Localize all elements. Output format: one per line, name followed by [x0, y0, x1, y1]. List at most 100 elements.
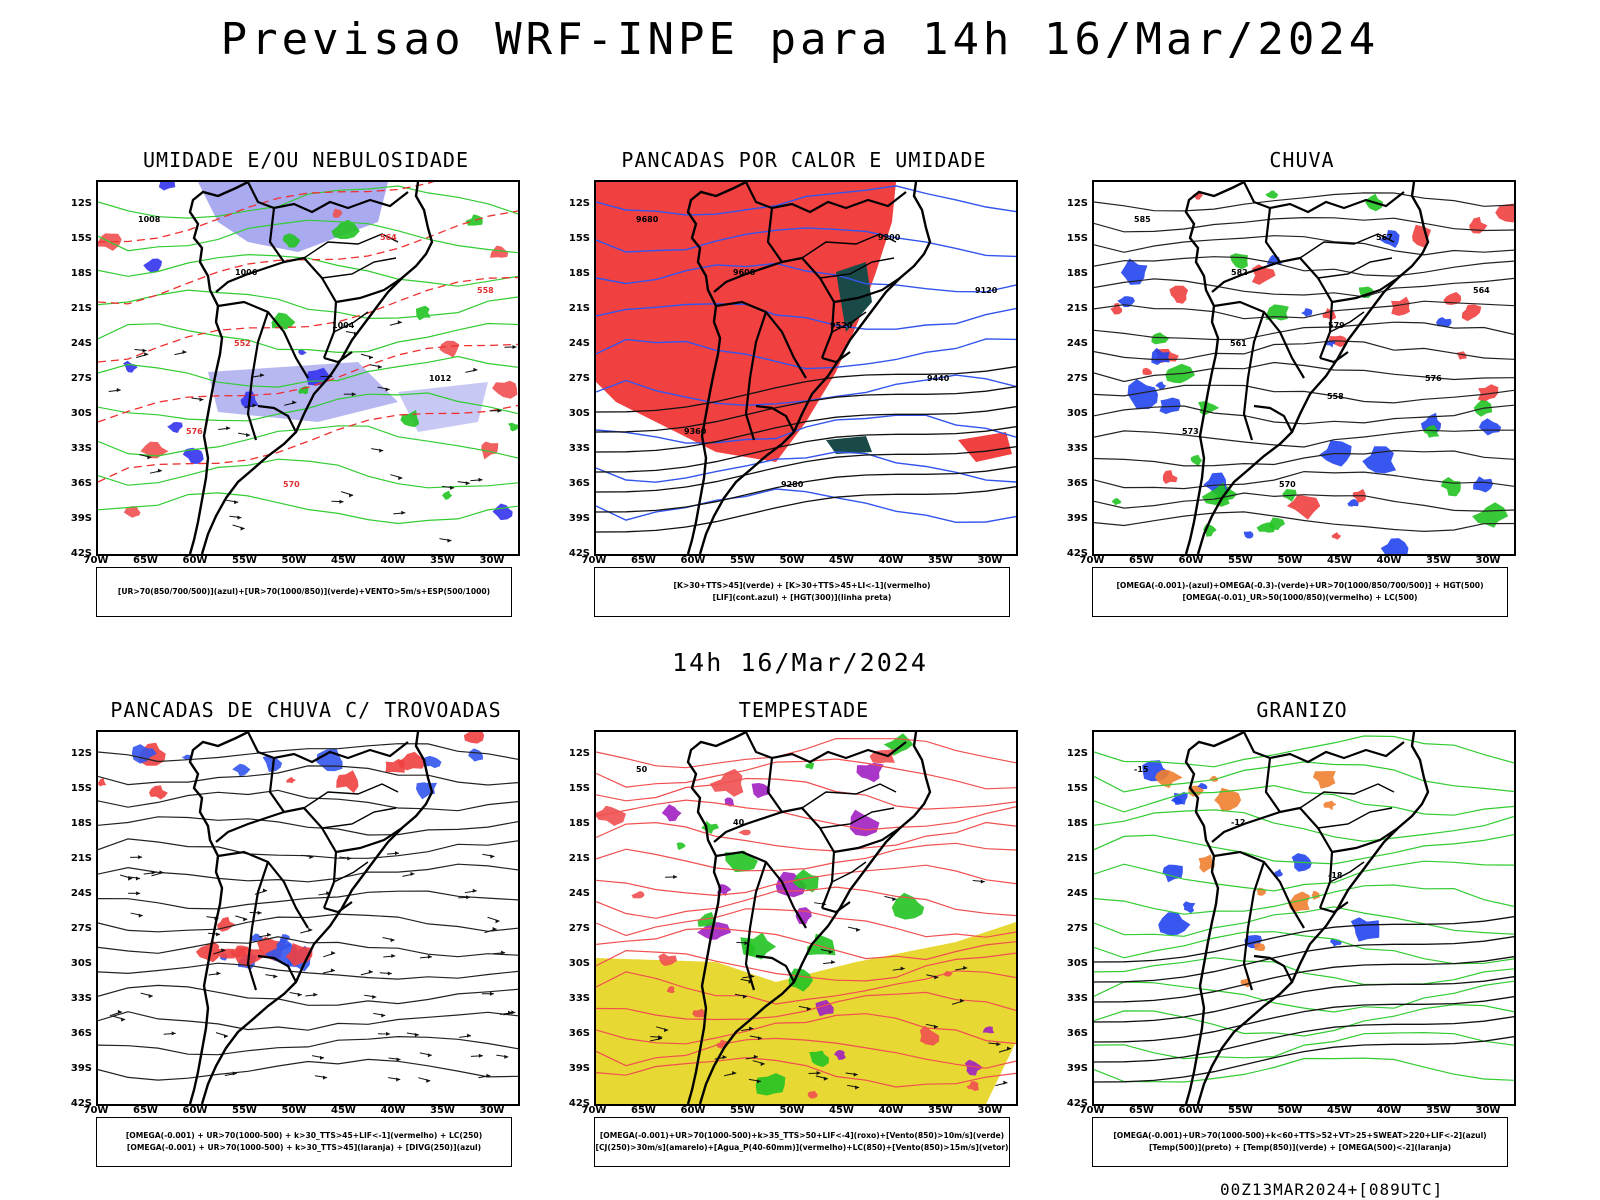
wind-vector-head — [427, 954, 432, 959]
contour-label: 579 — [1328, 321, 1345, 330]
data-patch — [1362, 446, 1397, 474]
data-patch — [1120, 258, 1148, 285]
wind-vector-head — [138, 855, 143, 860]
wind-vector-head — [260, 373, 265, 378]
legend-line: [CJ(250)>30m/s](amarelo)+[Agua_P(40-60mm… — [595, 1143, 1009, 1152]
wind-vector-head — [489, 991, 494, 996]
country-border — [1213, 850, 1305, 929]
contour-line — [1094, 931, 1514, 965]
forecast-time-label: 14h 16/Mar/2024 — [672, 648, 928, 677]
contour-line — [98, 863, 518, 883]
thickness-contour — [98, 343, 518, 423]
contour-line — [596, 758, 1016, 790]
instability-region — [596, 182, 896, 462]
contour-line — [596, 842, 1016, 872]
country-border — [268, 207, 338, 359]
contour-line — [1094, 735, 1514, 768]
data-patch — [385, 759, 405, 773]
wind-vector-head — [855, 1085, 860, 1090]
data-patch — [676, 842, 686, 850]
wind-vector-head — [963, 965, 968, 970]
map-panel: GRANIZO -15 -12 -18 12S 15S 18S 21S 24S 27S 30S 33S… — [1052, 698, 1552, 1170]
contour-line — [98, 289, 518, 320]
data-patch — [98, 778, 107, 787]
map-canvas: 9680 9600 9520 9440 9360 9280 9200 9120 — [596, 182, 1016, 554]
latitude-tick-label: 21S — [1066, 303, 1088, 314]
legend-line: [OMEGA(-0.001)+UR>70(1000-500)+k<60+TTS>… — [1113, 1131, 1487, 1140]
wind-vector-head — [450, 485, 455, 490]
data-patch — [1197, 782, 1208, 790]
map-panel: UMIDADE E/OU NEBULOSIDADE 1008 1006 1004 101… — [56, 148, 556, 620]
map-frame: -15 -12 -18 — [1092, 730, 1516, 1106]
country-border — [755, 404, 795, 433]
map-panel: TEMPESTADE 50 40 12S 15S 18S 21S 24S 27S 30S 33S 36… — [554, 698, 1054, 1170]
latitude-tick-label: 42S — [70, 548, 92, 559]
wind-vector-head — [135, 876, 140, 881]
wind-vector-head — [465, 481, 470, 486]
country-border — [1243, 182, 1405, 214]
data-patch — [666, 986, 675, 994]
data-patch — [1142, 367, 1152, 376]
latitude-tick-label: 42S — [1066, 548, 1088, 559]
latitude-tick-label: 30S — [568, 958, 590, 969]
wind-vector-head — [159, 870, 164, 875]
country-border — [1213, 300, 1305, 379]
map-canvas: -15 -12 -18 — [1094, 732, 1514, 1104]
data-patch — [631, 891, 645, 899]
wind-vector-head — [151, 870, 156, 875]
longitude-tick-label: 55W — [1228, 1105, 1253, 1116]
wind-vector-head — [394, 851, 399, 856]
contour-line — [1094, 470, 1514, 490]
country-border — [1243, 732, 1405, 764]
country-border — [744, 861, 768, 991]
country-border — [1319, 901, 1349, 914]
data-patch — [658, 953, 677, 966]
latitude-tick-label: 42S — [1066, 1098, 1088, 1109]
panel-legend: [OMEGA(-0.001)+UR>70(1000-500)+k<60+TTS>… — [1092, 1117, 1508, 1167]
latitude-tick-label: 15S — [1066, 783, 1088, 794]
data-patch — [149, 785, 168, 800]
contour-line — [1094, 235, 1514, 256]
contour-line — [596, 970, 1016, 1005]
contour-line — [596, 374, 1016, 407]
longitude-tick-label: 65W — [1129, 1105, 1154, 1116]
longitude-tick-label: 30W — [1475, 555, 1501, 566]
latitude-tick-label: 33S — [568, 993, 590, 1004]
data-patch — [1478, 418, 1502, 436]
wind-vector-head — [257, 910, 262, 915]
longitude-tick-label: 50W — [281, 555, 307, 566]
data-patch — [1325, 340, 1336, 348]
wind-vector-head — [262, 888, 267, 893]
wind-vector-head — [658, 1036, 663, 1041]
wind-vector-head — [390, 938, 395, 943]
wind-vector-head — [478, 1053, 483, 1058]
country-border — [744, 311, 768, 441]
wind-vector-head — [806, 1006, 811, 1011]
wind-vector-head — [381, 1013, 386, 1018]
contour-line — [1094, 449, 1514, 467]
contour-line — [596, 864, 1016, 897]
contour-label: 40 — [733, 818, 745, 827]
contour-line — [596, 303, 1016, 330]
longitude-tick-label: 60W — [1178, 1105, 1204, 1116]
longitude-tick-label: 70W — [83, 555, 109, 566]
latitude-tick-label: 36S — [70, 1028, 92, 1039]
country-border — [335, 277, 403, 304]
longitude-tick-label: 40W — [1376, 555, 1402, 566]
state-border — [1317, 257, 1393, 279]
contour-line — [596, 227, 1016, 258]
longitude-tick-label: 45W — [1327, 1105, 1352, 1116]
latitude-tick-label: 33S — [70, 443, 92, 454]
longitude-tick-label: 35W — [430, 555, 455, 566]
longitude-tick-label: 40W — [878, 1105, 904, 1116]
map-panel: PANCADAS DE CHUVA C/ TROVOADAS 12S 15S 18S 2… — [56, 698, 556, 1170]
heat-cell — [826, 436, 872, 454]
latitude-tick-label: 21S — [70, 853, 92, 864]
latitude-tick-label: 27S — [568, 923, 590, 934]
longitude-tick-label: 30W — [1475, 1105, 1501, 1116]
country-border — [833, 277, 901, 304]
panel-legend: [OMEGA(-0.001)+UR>70(1000-500)+k>35_TTS>… — [594, 1117, 1010, 1167]
wind-vector-head — [501, 950, 506, 955]
longitude-tick-label: 60W — [182, 1105, 208, 1116]
state-border — [333, 311, 369, 333]
